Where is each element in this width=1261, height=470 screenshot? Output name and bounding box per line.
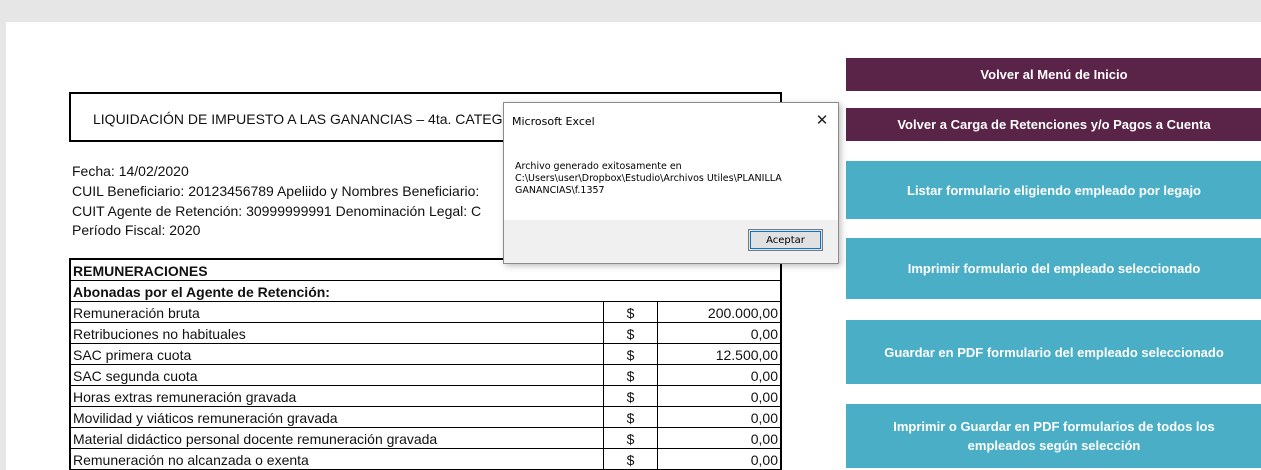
row-value: 0,00 [656, 405, 782, 428]
row-currency: $ [603, 342, 658, 365]
row-value: 0,00 [656, 447, 782, 470]
row-currency: $ [603, 405, 658, 428]
row-label: SAC primera cuota [69, 342, 605, 365]
row-currency: $ [603, 321, 658, 344]
row-value: 0,00 [656, 384, 782, 407]
row-label: SAC segunda cuota [69, 363, 605, 386]
close-icon[interactable]: ✕ [815, 111, 829, 129]
form-title: LIQUIDACIÓN DE IMPUESTO A LAS GANANCIAS … [93, 111, 503, 127]
row-value: 12.500,00 [656, 342, 782, 365]
row-label: Retribuciones no habituales [69, 321, 605, 344]
imprimir-formulario-button[interactable]: Imprimir formulario del empleado selecci… [846, 238, 1261, 299]
dialog-message: Archivo generado exitosamente en C:\User… [515, 161, 782, 196]
row-label: Remuneración no alcanzada o exenta [69, 447, 605, 470]
row-currency: $ [603, 384, 658, 407]
row-currency: $ [603, 426, 658, 449]
table-row: Remuneración bruta $ 200.000,00 [69, 300, 782, 323]
table-row: SAC segunda cuota $ 0,00 [69, 363, 782, 386]
info-cuil: CUIL Beneficiario: 20123456789 Apeliido … [72, 183, 480, 199]
table-row: Material didáctico personal docente remu… [69, 426, 782, 449]
table-row: Horas extras remuneración gravada $ 0,00 [69, 384, 782, 407]
dialog-title: Microsoft Excel [512, 115, 595, 128]
guardar-pdf-button[interactable]: Guardar en PDF formulario del empleado s… [846, 320, 1261, 384]
table-row: SAC primera cuota $ 12.500,00 [69, 342, 782, 365]
row-label: Movilidad y viáticos remuneración gravad… [69, 405, 605, 428]
row-currency: $ [603, 300, 658, 323]
info-fecha: Fecha: 14/02/2020 [72, 163, 189, 179]
row-value: 0,00 [656, 363, 782, 386]
table-subsection-row: Abonadas por el Agente de Retención: [69, 279, 782, 302]
subsection-header: Abonadas por el Agente de Retención: [69, 279, 782, 302]
table-row: Retribuciones no habituales $ 0,00 [69, 321, 782, 344]
dialog-footer: Aceptar [504, 220, 838, 263]
row-value: 0,00 [656, 321, 782, 344]
message-dialog: Microsoft Excel ✕ Archivo generado exito… [503, 102, 839, 264]
remuneraciones-table: REMUNERACIONES Abonadas por el Agente de… [69, 258, 782, 470]
listar-formulario-button[interactable]: Listar formulario eligiendo empleado por… [846, 161, 1261, 219]
row-value: 0,00 [656, 426, 782, 449]
accept-button[interactable]: Aceptar [748, 229, 823, 251]
info-cuit: CUIT Agente de Retención: 30999999991 De… [72, 203, 482, 219]
table-row: Remuneración no alcanzada o exenta $ 0,0… [69, 447, 782, 470]
row-currency: $ [603, 363, 658, 386]
row-value: 200.000,00 [656, 300, 782, 323]
info-periodo: Período Fiscal: 2020 [72, 222, 201, 238]
row-currency: $ [603, 447, 658, 470]
carga-retenciones-button[interactable]: Volver a Carga de Retenciones y/o Pagos … [846, 108, 1261, 141]
row-label: Material didáctico personal docente remu… [69, 426, 605, 449]
row-label: Remuneración bruta [69, 300, 605, 323]
table-row: Movilidad y viáticos remuneración gravad… [69, 405, 782, 428]
imprimir-todos-button[interactable]: Imprimir o Guardar en PDF formularios de… [846, 404, 1261, 468]
row-label: Horas extras remuneración gravada [69, 384, 605, 407]
menu-inicio-button[interactable]: Volver al Menú de Inicio [846, 58, 1261, 91]
